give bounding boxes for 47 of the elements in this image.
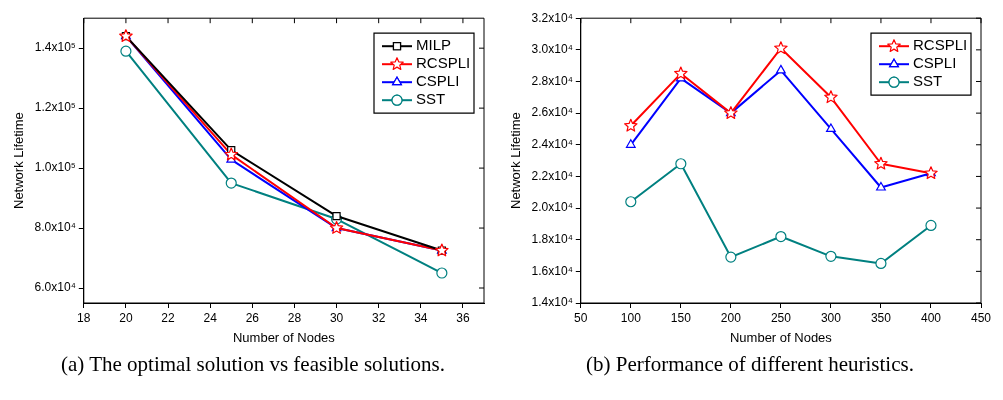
- x-tick-label: 30: [329, 310, 344, 325]
- y-tick-label: 3.2x10⁴: [531, 10, 573, 25]
- x-tick-label: 250: [770, 310, 792, 325]
- x-tick-label: 300: [820, 310, 842, 325]
- y-tick-label: 1.2x10⁵: [34, 100, 76, 115]
- x-tick-label: 32: [372, 310, 386, 325]
- x-tick-label: 24: [203, 310, 218, 325]
- legend-label: MILP: [416, 36, 452, 54]
- x-tick-label: 50: [574, 310, 588, 325]
- text: (a) The optimal solution vs feasible solutions.: [61, 352, 445, 377]
- x-tick-label: 22: [161, 310, 176, 325]
- y-axis-title: Network Lifetime: [508, 112, 524, 210]
- x-tick-label: 100: [620, 310, 642, 325]
- y-tick-label: 1.4x10⁵: [34, 40, 76, 55]
- legend-label: RCSPLI: [416, 54, 471, 72]
- legend-label: RCSPLI: [913, 36, 968, 54]
- y-tick-label: 8.0x10⁴: [34, 220, 76, 235]
- y-tick-label: 1.6x10⁴: [531, 263, 573, 278]
- legend-label: SST: [913, 72, 943, 90]
- y-tick-label: 2.4x10⁴: [531, 137, 573, 152]
- x-tick-label: 450: [970, 310, 992, 325]
- x-tick-label: 34: [414, 310, 428, 325]
- x-tick-label: 18: [77, 310, 91, 325]
- y-tick-label: 6.0x10⁴: [34, 280, 76, 295]
- y-tick-label: 2.2x10⁴: [531, 168, 573, 183]
- x-axis-title: Number of Nodes: [232, 329, 336, 345]
- legend-label: SST: [416, 90, 446, 108]
- y-tick-label: 2.0x10⁴: [531, 200, 573, 215]
- y-tick-label: 2.6x10⁴: [531, 105, 573, 120]
- x-tick-label: 28: [287, 310, 302, 325]
- y-tick-label: 1.0x10⁵: [34, 160, 76, 175]
- y-tick-label: 1.4x10⁴: [531, 295, 573, 310]
- legend-label: CSPLI: [416, 72, 460, 90]
- x-tick-label: 26: [245, 310, 260, 325]
- text: (b) Performance of different heuristics.: [586, 352, 914, 377]
- y-tick-label: 2.8x10⁴: [531, 73, 573, 88]
- x-tick-label: 20: [119, 310, 133, 325]
- y-tick-label: 1.8x10⁴: [531, 232, 573, 247]
- x-tick-label: 150: [670, 310, 692, 325]
- x-tick-label: 36: [456, 310, 470, 325]
- y-tick-label: 3.0x10⁴: [531, 42, 573, 57]
- x-tick-label: 200: [720, 310, 742, 325]
- x-axis-title: Number of Nodes: [729, 329, 833, 345]
- x-tick-label: 400: [920, 310, 942, 325]
- legend-label: CSPLI: [913, 54, 957, 72]
- x-tick-label: 350: [870, 310, 892, 325]
- y-axis-title: Network Lifetime: [11, 112, 27, 210]
